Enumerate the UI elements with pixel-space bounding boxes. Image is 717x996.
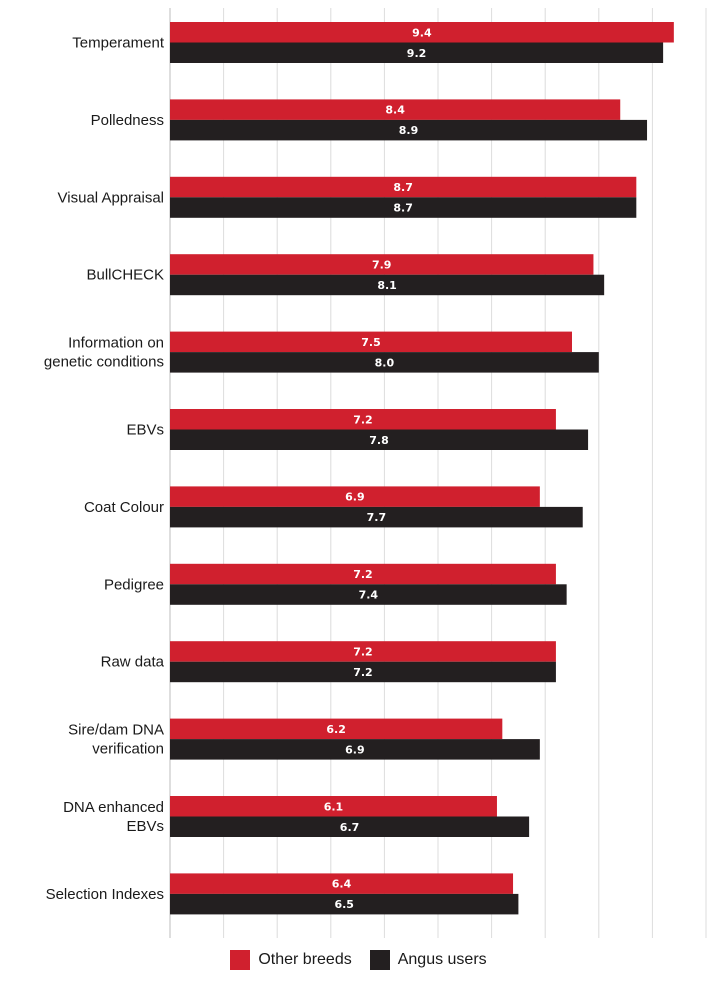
data-label-other-breeds-temperament: 9.4: [412, 26, 432, 39]
category-label-coat-colour: Coat Colour: [84, 499, 164, 516]
bar-other-breeds-polledness: [170, 99, 621, 120]
data-label-angus-users-information-on-genetic-conditions: 8.0: [375, 356, 395, 369]
data-label-other-breeds-pedigree: 7.2: [353, 568, 373, 581]
data-label-other-breeds-sire-dam-dna-verification: 6.2: [326, 723, 346, 736]
bar-other-breeds-visual-appraisal: [170, 176, 637, 198]
category-label-line: DNA enhanced: [63, 799, 164, 816]
data-label-other-breeds-bullcheck: 7.9: [372, 258, 392, 271]
category-label-visual-appraisal: Visual Appraisal: [58, 189, 164, 206]
legend-label-angus-users: Angus users: [397, 951, 487, 968]
data-label-other-breeds-dna-enhanced-ebvs: 6.1: [324, 800, 344, 813]
category-label-line: EBVs: [126, 818, 164, 835]
bar-angus-users-ebvs: [170, 429, 589, 450]
data-label-angus-users-temperament: 9.2: [407, 47, 427, 60]
legend-swatch-other-breeds: [230, 950, 251, 970]
category-label-line: Visual Appraisal: [58, 189, 164, 206]
bar-angus-users-selection-indexes: [170, 893, 519, 915]
category-label-bullcheck: BullCHECK: [86, 267, 164, 284]
data-label-other-breeds-information-on-genetic-conditions: 7.5: [361, 336, 381, 349]
category-label-sire-dam-dna-verification: Sire/dam DNA verification: [68, 722, 164, 758]
category-label-line: Coat Colour: [84, 499, 164, 516]
category-label-information-on-genetic-conditions: Information on genetic conditions: [44, 335, 164, 371]
category-label-line: Polledness: [91, 112, 164, 129]
data-label-angus-users-pedigree: 7.4: [359, 589, 379, 602]
legend-label-other-breeds: Other breeds: [258, 951, 352, 968]
data-label-other-breeds-raw-data: 7.2: [353, 645, 373, 658]
data-label-other-breeds-ebvs: 7.2: [353, 413, 373, 426]
legend-swatch-angus-users: [369, 950, 390, 970]
bar-other-breeds-temperament: [170, 22, 674, 43]
category-label-line: Temperament: [72, 35, 165, 52]
data-label-angus-users-selection-indexes: 6.5: [334, 898, 354, 911]
bar-other-breeds-dna-enhanced-ebvs: [170, 796, 497, 817]
bar-angus-users-bullcheck: [170, 274, 605, 296]
category-label-line: EBVs: [126, 422, 164, 439]
data-label-angus-users-sire-dam-dna-verification: 6.9: [345, 743, 365, 756]
data-label-angus-users-ebvs: 7.8: [369, 434, 389, 447]
bar-angus-users-information-on-genetic-conditions: [170, 352, 599, 373]
bar-other-breeds-coat-colour: [170, 486, 540, 507]
category-label-ebvs: EBVs: [126, 422, 164, 439]
legend: Other breeds Angus users: [0, 945, 717, 975]
data-label-angus-users-bullcheck: 8.1: [377, 279, 397, 292]
bar-other-breeds-sire-dam-dna-verification: [170, 718, 503, 740]
bar-other-breeds-pedigree: [170, 563, 556, 585]
data-label-angus-users-polledness: 8.9: [399, 124, 419, 137]
category-label-line: genetic conditions: [44, 354, 164, 371]
category-label-selection-indexes: Selection Indexes: [46, 886, 164, 903]
bar-angus-users-raw-data: [170, 661, 556, 683]
data-label-angus-users-coat-colour: 7.7: [367, 511, 387, 524]
data-label-other-breeds-selection-indexes: 6.4: [332, 878, 352, 891]
category-label-pedigree: Pedigree: [104, 576, 164, 593]
category-label-temperament: Temperament: [72, 35, 165, 52]
category-label-polledness: Polledness: [91, 112, 164, 129]
legend-item-angus-users: Angus users: [369, 950, 487, 970]
legend-item-other-breeds: Other breeds: [230, 950, 352, 970]
bar-chart: 0123456789109.49.2Temperament8.48.9Polle…: [44, 8, 707, 938]
data-label-other-breeds-visual-appraisal: 8.7: [393, 181, 413, 194]
bar-angus-users-sire-dam-dna-verification: [170, 739, 540, 760]
data-label-other-breeds-coat-colour: 6.9: [345, 491, 365, 504]
bar-other-breeds-ebvs: [170, 409, 556, 430]
bar-angus-users-visual-appraisal: [170, 197, 637, 218]
data-label-other-breeds-polledness: 8.4: [385, 104, 405, 117]
bar-angus-users-dna-enhanced-ebvs: [170, 816, 530, 837]
category-label-line: BullCHECK: [86, 267, 164, 284]
bar-other-breeds-selection-indexes: [170, 873, 514, 894]
category-label-line: Information on: [68, 335, 164, 352]
data-label-angus-users-raw-data: 7.2: [353, 666, 373, 679]
bar-other-breeds-bullcheck: [170, 254, 594, 275]
bar-angus-users-pedigree: [170, 584, 567, 605]
category-label-line: verification: [92, 741, 164, 758]
bar-angus-users-temperament: [170, 42, 664, 63]
category-label-dna-enhanced-ebvs: DNA enhanced EBVs: [63, 799, 164, 835]
data-label-angus-users-visual-appraisal: 8.7: [393, 202, 413, 215]
data-label-angus-users-dna-enhanced-ebvs: 6.7: [340, 821, 360, 834]
category-label-line: Selection Indexes: [46, 886, 164, 903]
category-label-line: Pedigree: [104, 576, 164, 593]
category-label-raw-data: Raw data: [101, 654, 165, 671]
bar-other-breeds-information-on-genetic-conditions: [170, 331, 572, 353]
category-label-line: Sire/dam DNA: [68, 722, 164, 739]
category-label-line: Raw data: [101, 654, 165, 671]
bar-angus-users-polledness: [170, 119, 648, 141]
bar-other-breeds-raw-data: [170, 641, 556, 662]
bar-angus-users-coat-colour: [170, 506, 583, 528]
